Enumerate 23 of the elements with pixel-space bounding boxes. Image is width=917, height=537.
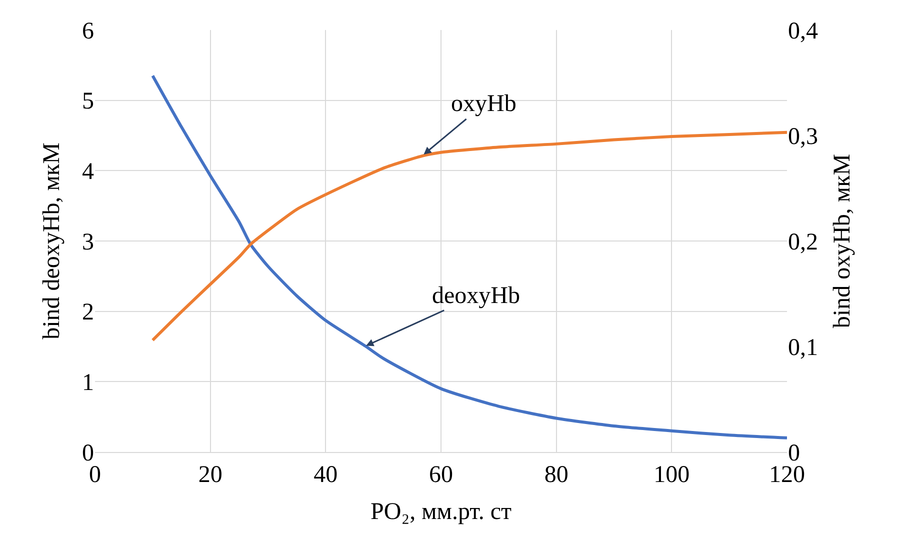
y-tick-label: 5	[82, 88, 94, 115]
y-tick-label: 4	[82, 159, 94, 186]
y-tick-label: 3	[82, 229, 94, 256]
y2-axis-title: bind oxyHb, мкМ	[829, 154, 856, 328]
x-tick-label: 100	[654, 462, 690, 488]
y2-tick-label: 0,4	[788, 18, 818, 44]
annotation: oxyHb	[451, 91, 516, 117]
x-tick-label: 80	[544, 462, 568, 488]
y2-tick-label: 0,3	[788, 124, 818, 150]
y2-tick-label: 0,2	[788, 229, 818, 256]
y-tick-label: 1	[82, 370, 94, 396]
y-axis-title: bind deoxyHb, мкМ	[39, 142, 66, 340]
x-tick-label: 60	[429, 462, 453, 488]
y-tick-label: 0	[82, 440, 94, 466]
line-series	[151, 74, 787, 440]
x-tick-label: 40	[314, 462, 338, 488]
y-tick-label: 6	[82, 18, 94, 44]
y2-tick-label: 0,1	[788, 334, 818, 361]
y-tick-label: 2	[82, 300, 94, 326]
annotation: deoxyHb	[432, 283, 520, 309]
x-tick-label: 20	[198, 462, 222, 488]
x-axis-title: PO₂, мм.рт. ст	[370, 499, 512, 526]
line-series	[151, 130, 787, 342]
